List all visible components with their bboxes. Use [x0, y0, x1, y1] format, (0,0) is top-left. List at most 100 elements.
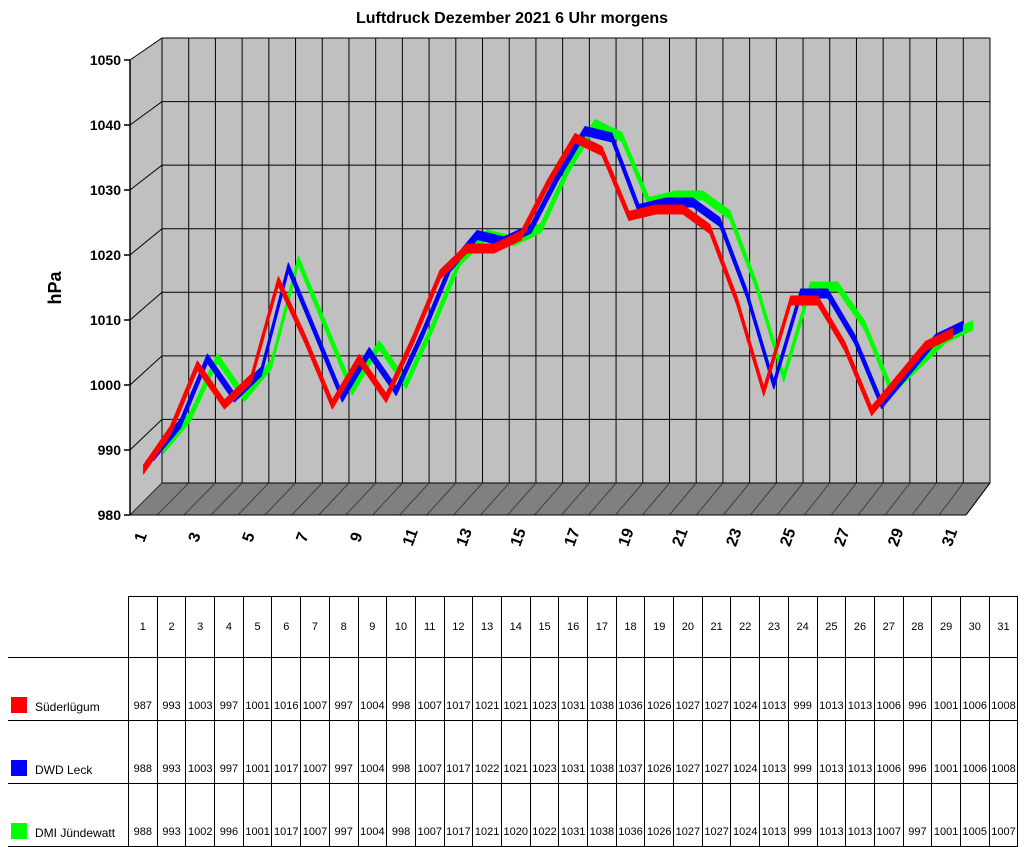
legend-label: DMI Jündewatt — [35, 825, 116, 840]
series-ribbon — [142, 133, 954, 475]
table-cell: 997 — [214, 719, 244, 784]
table-cell: 1013 — [816, 782, 847, 847]
table-cell: 1007 — [414, 719, 445, 784]
x-tick-label: 29 — [885, 526, 907, 549]
table-cell: 997 — [214, 656, 244, 721]
table-cell: 1007 — [300, 656, 330, 721]
floor-line — [642, 482, 670, 516]
table-day-header: 4 — [214, 596, 244, 658]
legend-label: DWD Leck — [35, 762, 93, 777]
floor-line — [749, 482, 777, 516]
table-row: DMI Jündewatt 988 993 1002 996 1001 1017 1007 99… — [8, 782, 1019, 847]
chart-title: Luftdruck Dezember 2021 6 Uhr morgens — [355, 10, 669, 27]
table-day-header: 20 — [673, 596, 703, 658]
y-tick-label: 1040 — [90, 117, 121, 133]
table-cell: 1036 — [615, 782, 646, 847]
table-day-header: 27 — [873, 596, 904, 658]
table-day-header: 13 — [472, 596, 502, 658]
x-axis: 1 3 5 7 9 11 13 15 17 19 21 23 25 27 29 31 — [132, 526, 962, 549]
table-day-header: 30 — [959, 596, 990, 658]
table-cell: 1017 — [443, 656, 474, 721]
table-cell: 997 — [328, 719, 359, 784]
table-cell: 1026 — [644, 719, 675, 784]
table-cell: 997 — [328, 656, 359, 721]
table-cell: 1013 — [816, 719, 847, 784]
table-cell: 1026 — [644, 782, 675, 847]
table-cell: 1027 — [673, 782, 703, 847]
y-tick-label: 1010 — [90, 312, 121, 328]
x-tick-label: 11 — [400, 527, 422, 549]
floor-line — [776, 482, 804, 516]
table-day-header: 14 — [500, 596, 531, 658]
table-corner — [8, 596, 129, 658]
floor-line — [372, 482, 403, 516]
table-cell: 1038 — [587, 656, 617, 721]
table-cell: 1027 — [673, 656, 703, 721]
table-cell: 1027 — [701, 782, 732, 847]
x-tick-label: 9 — [347, 530, 366, 544]
x-tick-label: 7 — [294, 530, 313, 544]
x-tick-label: 19 — [616, 526, 638, 549]
table-cell: 1002 — [185, 782, 216, 847]
floor-line — [722, 482, 750, 516]
table-cell: 997 — [902, 782, 933, 847]
table-cell: 1005 — [959, 782, 990, 847]
floor-line — [345, 482, 377, 516]
table-cell: 1013 — [759, 656, 789, 721]
series-ribbon — [152, 126, 964, 461]
y-axis-label: hPa — [45, 271, 65, 305]
table-cell: 1007 — [300, 719, 330, 784]
table-cell: 1006 — [959, 656, 990, 721]
floor-line — [668, 482, 697, 516]
table-day-header: 5 — [242, 596, 273, 658]
legend-swatch — [11, 822, 27, 839]
x-tick-label: 13 — [454, 526, 476, 549]
table-cell: 1022 — [529, 782, 560, 847]
table-cell: 1001 — [931, 719, 961, 784]
floor-line — [453, 482, 483, 516]
table-cell: 1001 — [931, 782, 961, 847]
table-day-header: 16 — [558, 596, 588, 658]
table-cell: 1007 — [300, 782, 330, 847]
table-cell: 1003 — [185, 719, 216, 784]
table-cell: 1001 — [242, 782, 273, 847]
table-day-header: 24 — [787, 596, 818, 658]
table-header-row: 1 2 3 4 5 6 7 8 9 10 11 12 13 14 15 16 17 18 19 20 21 22 23 24 2… — [8, 596, 1019, 658]
table-cell: 1013 — [845, 656, 875, 721]
table-cell: 1031 — [558, 656, 588, 721]
table-cell: 1024 — [730, 656, 761, 721]
table-cell: 1007 — [988, 782, 1019, 847]
table-day-header: 7 — [300, 596, 330, 658]
table-cell: 1038 — [587, 782, 617, 847]
table-cell: 996 — [902, 656, 933, 721]
table-cell: 1007 — [414, 656, 445, 721]
table-cell: 1036 — [615, 656, 646, 721]
table-cell: 1027 — [701, 719, 732, 784]
table-day-header: 19 — [644, 596, 675, 658]
floor — [130, 483, 990, 515]
table-cell: 1021 — [472, 656, 502, 721]
legend-label: Süderlügum — [35, 699, 100, 714]
table-cell: 1006 — [959, 719, 990, 784]
table-cell: 1008 — [988, 656, 1019, 721]
table-cell: 1020 — [500, 782, 531, 847]
table-row: Süderlügum 987 993 1003 997 1001 1016 1007 997 10… — [8, 656, 1019, 721]
series-ribbons — [142, 119, 974, 475]
table-cell: 1037 — [615, 719, 646, 784]
table-cell: 1021 — [500, 656, 531, 721]
table-cell: 993 — [156, 782, 187, 847]
table-cell: 1013 — [845, 782, 875, 847]
table-day-header: 8 — [328, 596, 359, 658]
table-cell: 1017 — [443, 719, 474, 784]
table-day-header: 17 — [587, 596, 617, 658]
table-day-header: 25 — [816, 596, 847, 658]
table-cell: 996 — [214, 782, 244, 847]
data-table: 1 2 3 4 5 6 7 8 9 10 11 12 13 14 15 16 17 18 19 20 21 22 23 24 2… — [8, 596, 1019, 847]
table-cell: 1001 — [242, 719, 273, 784]
table-cell: 1026 — [644, 656, 675, 721]
table-cell: 997 — [328, 782, 359, 847]
floor-line — [830, 482, 857, 516]
table-cell: 1023 — [529, 719, 560, 784]
table-cell: 1021 — [500, 719, 531, 784]
floor-line — [561, 482, 590, 516]
